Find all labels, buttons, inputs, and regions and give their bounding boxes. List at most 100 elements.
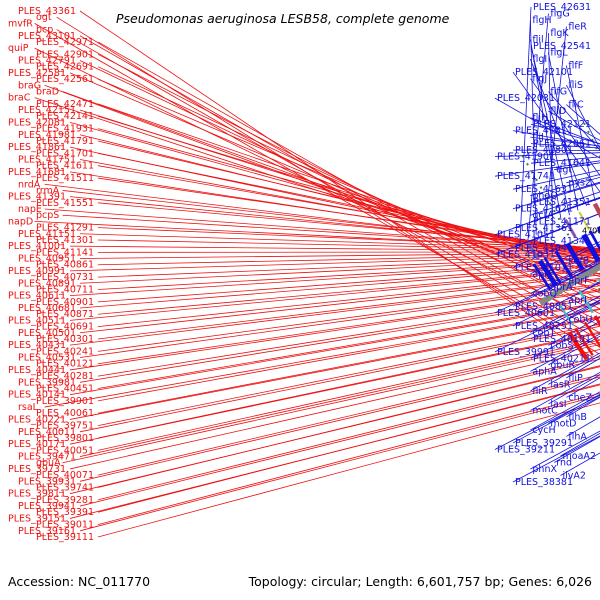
gene-label: fliH xyxy=(532,113,548,124)
gene-label: flgG xyxy=(550,9,569,20)
connector-line xyxy=(97,251,600,253)
gene-label: fliR xyxy=(532,386,548,397)
connector-line xyxy=(62,214,600,250)
reverse-gene-block xyxy=(589,230,600,252)
gene-label: PLES_39941 xyxy=(18,501,76,512)
genome-title: Pseudomonas aeruginosa LESB58, complete … xyxy=(116,11,450,26)
connector-line xyxy=(530,156,600,164)
gene-label: PLES_41901 xyxy=(497,152,555,163)
gene-label: PLES_41171 xyxy=(533,217,591,228)
gene-label: PLES_41361 xyxy=(515,223,573,234)
gene-label: flgK xyxy=(550,28,569,39)
gene-label: PLES_40221 xyxy=(8,414,66,425)
title-backdrop xyxy=(112,8,482,28)
gene-label: PLES_40211 xyxy=(533,353,591,364)
connector-line xyxy=(512,229,600,268)
gene-label: cycH xyxy=(532,425,555,436)
connector-line xyxy=(530,39,562,220)
connector-line xyxy=(512,282,600,327)
gene-label: PLES_39391 xyxy=(36,507,94,518)
gene-label: PLES_43101 xyxy=(18,31,76,42)
gene-label: motC xyxy=(532,405,558,416)
gene-label: fliS xyxy=(568,80,583,91)
gene-label: PLES_40141 xyxy=(8,390,66,401)
connector-line xyxy=(34,221,600,250)
gene-label: rnd xyxy=(556,457,572,468)
gene-label: PLES_40601 xyxy=(497,308,555,319)
gene-label: rrmA xyxy=(36,185,60,196)
reverse-gene-block xyxy=(581,233,600,263)
gene-label: PLES_40871 xyxy=(36,309,94,320)
gene-label: PLES_40951 xyxy=(18,254,76,265)
gene-label: PLES_42581 xyxy=(8,68,66,79)
gene-label: PLES_42031 xyxy=(497,93,555,104)
connector-line xyxy=(79,358,600,482)
gene-label: PLES_41741 xyxy=(497,171,555,182)
connector-line xyxy=(69,245,600,252)
gene-label: PLES_42631 xyxy=(533,2,591,13)
connector-line xyxy=(79,10,594,358)
connector-line xyxy=(79,35,600,334)
connector-line xyxy=(554,162,600,171)
gene-label: PLES_41751 xyxy=(18,155,76,166)
gene-label: PLES_41801 xyxy=(515,145,573,156)
connector-line xyxy=(97,277,600,340)
gene-label: PLES_40451 xyxy=(36,383,94,394)
left-label-connectors xyxy=(34,10,600,538)
left-gene-labels: PLES_43361ogtmvfRbcpPLES_43101PLES_42971… xyxy=(8,6,94,543)
gene-label: PLES_41931 xyxy=(36,124,94,135)
gene-label: cobT xyxy=(532,327,555,338)
connector-line xyxy=(79,285,600,358)
gene-label: cheZ xyxy=(568,392,592,403)
connector-line xyxy=(44,308,600,408)
connector-line xyxy=(548,33,554,225)
connector-line xyxy=(97,356,600,476)
annotation-block xyxy=(526,241,540,261)
connector-line xyxy=(79,274,600,334)
gene-label: PLES_42971 xyxy=(36,37,94,48)
forward-gene-block xyxy=(574,327,594,356)
connector-line xyxy=(97,323,600,427)
connector-line xyxy=(494,152,600,158)
gene-label: PLES_39161 xyxy=(18,526,76,537)
gene-label: aphA xyxy=(532,366,557,377)
gene-label: PLES_40441 xyxy=(8,365,66,376)
gene-label: PLES_40281 xyxy=(36,371,94,382)
reverse-gene-block xyxy=(565,242,585,272)
gene-label: PLES_39291 xyxy=(515,438,573,449)
gene-label: fliD xyxy=(550,106,566,117)
gene-label: moaA2 xyxy=(563,451,596,462)
reverse-gene-block xyxy=(532,263,552,291)
gene-label: PLES_40531 xyxy=(18,353,76,364)
gene-label: PLES_40731 xyxy=(36,272,94,283)
annotation-block xyxy=(578,211,590,231)
connector-line xyxy=(530,258,600,294)
gene-label: PLES_40101 xyxy=(533,334,591,345)
gene-label: kefB xyxy=(568,256,589,267)
gene-label: PLES_42141 xyxy=(36,111,94,122)
connector-line xyxy=(530,191,600,216)
gene-label: PLES_42901 xyxy=(36,49,94,60)
gene-label: PLES_39281 xyxy=(36,495,94,506)
gene-label: PLES_38381 xyxy=(515,477,573,488)
gene-label: phoQ xyxy=(532,191,557,202)
gene-label: lasR xyxy=(550,379,570,390)
gene-label: PLES_39731 xyxy=(8,464,66,475)
gene-label: PLES_41811 xyxy=(515,126,573,137)
reverse-gene-block xyxy=(543,257,562,284)
gene-label: flhA xyxy=(568,431,587,442)
gene-label: PLES_41351 xyxy=(533,197,591,208)
gene-label: PLES_41861 xyxy=(8,142,66,153)
connector-line xyxy=(530,123,600,145)
gene-label: cobQ xyxy=(532,288,557,299)
gene-label: flhB xyxy=(568,412,587,423)
connector-line xyxy=(97,289,600,365)
annotation-block xyxy=(592,202,600,219)
gene-label: PLES_40991 xyxy=(8,266,66,277)
gene-label: PLES_41511 xyxy=(36,173,94,184)
connector-line xyxy=(69,261,600,297)
gene-label: flgH xyxy=(532,15,551,26)
gene-label: flgI xyxy=(532,54,547,65)
connector-line xyxy=(79,265,600,309)
gene-label: PLES_41391 xyxy=(8,192,66,203)
